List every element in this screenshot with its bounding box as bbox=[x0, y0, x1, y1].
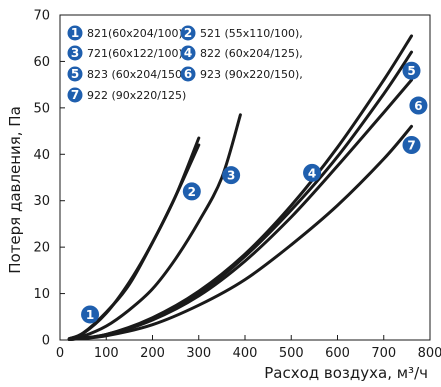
legend-entry-7: 7 922 (90x220/125) bbox=[67, 87, 186, 103]
x-axis-title: Расход воздуха, м³/ч bbox=[264, 364, 428, 382]
badge-circle bbox=[222, 166, 241, 185]
series-badge-2: 2 bbox=[182, 182, 201, 201]
badge-circle bbox=[303, 163, 322, 182]
legend-badge-number: 3 bbox=[71, 46, 79, 60]
y-tick-label: 10 bbox=[33, 287, 50, 302]
badge-circle bbox=[182, 182, 201, 201]
series-badge-7: 7 bbox=[402, 136, 421, 154]
legend: 1 821(60x204/100),2 521 (55x110/100), 3 721(… bbox=[67, 25, 303, 103]
series-badge-5: 5 bbox=[402, 61, 421, 80]
badge-number: 2 bbox=[188, 185, 196, 199]
series-line-6 bbox=[67, 78, 413, 341]
x-tick-label: 500 bbox=[279, 346, 304, 361]
series-badge-3: 3 bbox=[222, 166, 241, 185]
badge-number: 7 bbox=[407, 139, 415, 153]
legend-badge-number: 4 bbox=[184, 46, 192, 60]
x-tick-label: 700 bbox=[371, 346, 396, 361]
badge-number: 4 bbox=[308, 166, 316, 180]
legend-badge bbox=[67, 25, 83, 41]
legend-label: 521 (55x110/100), bbox=[200, 27, 303, 40]
series-markers: 1 2 3 4 5 6 7 bbox=[81, 61, 428, 324]
legend-label: 923 (90x220/150), bbox=[200, 68, 303, 81]
badge-circle bbox=[402, 136, 421, 154]
y-tick-label: 60 bbox=[33, 55, 50, 70]
series-badge-1: 1 bbox=[81, 305, 100, 324]
y-tick-label: 40 bbox=[33, 148, 50, 163]
legend-entry-4: 4 822 (60x204/125), bbox=[180, 45, 303, 61]
series-line-2 bbox=[67, 143, 201, 341]
y-tick-label: 30 bbox=[33, 194, 50, 209]
plot-frame bbox=[59, 14, 431, 341]
y-tick-label: 0 bbox=[42, 334, 50, 349]
y-tick-label: 20 bbox=[33, 241, 50, 256]
axes: 0 100 200 300 400 500 600 700 800 0 10 20 30 40 50 60 70 bbox=[33, 9, 441, 362]
legend-badge bbox=[180, 45, 196, 61]
y-tick-label: 70 bbox=[33, 9, 50, 24]
legend-badge bbox=[67, 66, 83, 82]
legend-label: 922 (90x220/125) bbox=[87, 89, 186, 102]
x-tick-label: 400 bbox=[233, 346, 258, 361]
series-badge-6: 6 bbox=[409, 96, 428, 115]
badge-circle bbox=[402, 61, 421, 80]
legend-badge bbox=[180, 66, 196, 82]
legend-badge-number: 5 bbox=[71, 67, 79, 81]
x-tick-label: 800 bbox=[418, 346, 441, 361]
legend-label: 822 (60x204/125), bbox=[200, 47, 303, 60]
badge-number: 1 bbox=[86, 308, 94, 322]
legend-label: 823 (60x204/150), bbox=[87, 68, 190, 81]
legend-badge bbox=[180, 25, 196, 41]
y-tick-label: 50 bbox=[33, 101, 50, 116]
legend-label: 821(60x204/100), bbox=[87, 27, 186, 40]
x-tick-label: 300 bbox=[186, 346, 211, 361]
x-tick-label: 0 bbox=[56, 346, 64, 361]
badge-circle bbox=[81, 305, 100, 324]
legend-label: 721(60x122/100), bbox=[87, 47, 186, 60]
legend-badge bbox=[67, 45, 83, 61]
legend-entry-2: 2 521 (55x110/100), bbox=[180, 25, 303, 41]
legend-badge-number: 7 bbox=[71, 88, 79, 102]
series-line-7 bbox=[67, 124, 413, 341]
legend-badge-number: 2 bbox=[184, 26, 192, 40]
legend-entry-1: 1 821(60x204/100), bbox=[67, 25, 186, 41]
x-tick-label: 600 bbox=[325, 346, 350, 361]
legend-badge-number: 1 bbox=[71, 26, 79, 40]
badge-number: 3 bbox=[227, 169, 235, 183]
legend-entry-5: 5 823 (60x204/150), bbox=[67, 66, 190, 82]
badge-circle bbox=[409, 96, 428, 115]
x-tick-label: 100 bbox=[94, 346, 119, 361]
legend-entry-3: 3 721(60x122/100), bbox=[67, 45, 186, 61]
y-axis-title: Потеря давления, Па bbox=[6, 106, 24, 274]
series-badge-4: 4 bbox=[303, 163, 322, 182]
x-tick-label: 200 bbox=[140, 346, 165, 361]
legend-badge-number: 6 bbox=[184, 67, 192, 81]
legend-badge bbox=[67, 87, 83, 103]
legend-entry-6: 6 923 (90x220/150), bbox=[180, 66, 303, 82]
badge-number: 5 bbox=[407, 64, 415, 78]
series-layer bbox=[67, 34, 413, 341]
badge-number: 6 bbox=[414, 99, 422, 113]
series-line-3 bbox=[67, 113, 242, 341]
